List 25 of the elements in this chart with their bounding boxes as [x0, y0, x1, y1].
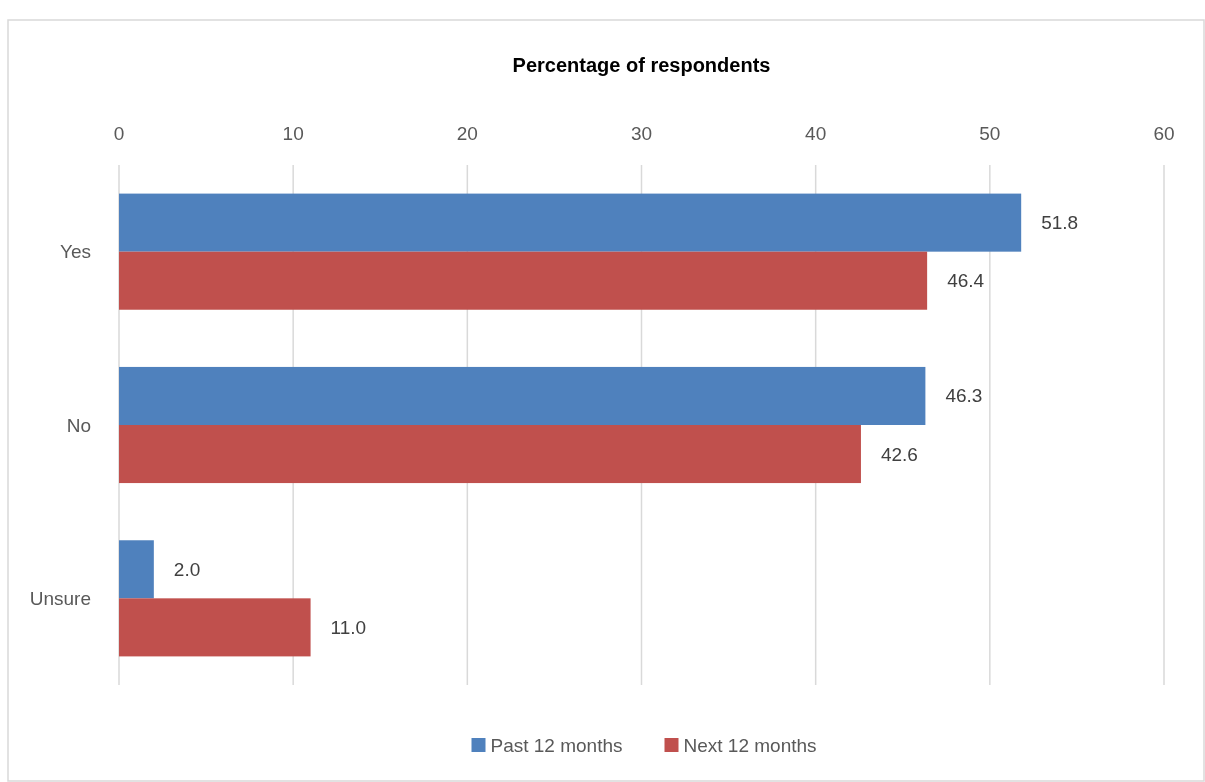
x-tick-label: 0	[113, 123, 125, 144]
y-tick-label: No	[66, 414, 91, 436]
y-tick-label: Yes	[60, 241, 91, 263]
x-tick-label: 40	[805, 123, 827, 144]
x-tick-label: 10	[282, 123, 304, 144]
y-tick-label: Unsure	[29, 587, 91, 609]
data-label: 46.3	[945, 385, 983, 407]
x-tick-label: 60	[1153, 123, 1175, 144]
data-label: 42.6	[880, 443, 918, 465]
data-label: 2.0	[173, 558, 201, 580]
bar	[119, 540, 154, 599]
legend-label: Next 12 months	[683, 734, 817, 756]
data-label: 51.8	[1041, 212, 1079, 234]
bar	[119, 366, 926, 425]
chart-title: Percentage of respondents	[512, 54, 771, 76]
bar	[119, 598, 311, 657]
data-label: 46.4	[947, 270, 985, 292]
bar	[119, 425, 861, 484]
bar	[119, 251, 928, 310]
x-tick-label: 20	[456, 123, 478, 144]
data-label: 11.0	[330, 616, 367, 638]
x-tick-label: 50	[979, 123, 1001, 144]
x-tick-label: 30	[630, 123, 653, 144]
legend-label: Past 12 months	[490, 734, 623, 756]
bar	[119, 193, 1022, 252]
